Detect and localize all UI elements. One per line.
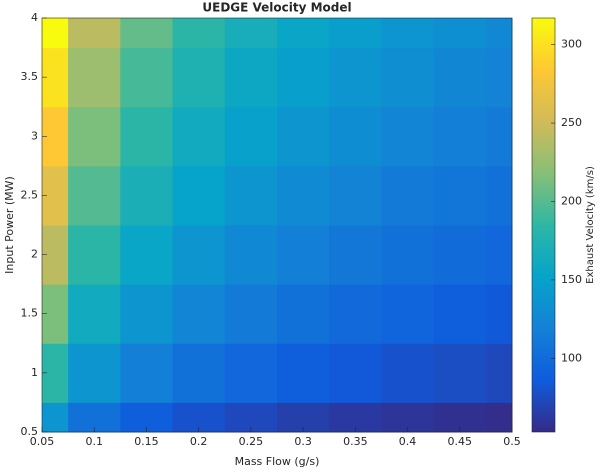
contour-cell [120,284,174,344]
x-tick-label: 0.3 [294,435,312,448]
colorbar-tick-label: 300 [561,38,582,51]
contour-cell [68,343,121,403]
contour-cell [485,18,513,49]
contour-cell [277,165,330,226]
contour-cell [68,284,121,344]
contour-cell [277,284,330,344]
y-axis-label: Input Power (MW) [3,176,16,274]
contour-cell [68,47,121,108]
contour-cell [433,165,487,226]
contour-cell [433,18,487,49]
contour-cell [381,225,435,285]
contour-cell [120,165,174,226]
x-tick-label: 0.35 [343,435,368,448]
colorbar-tick-label: 100 [561,351,582,364]
contour-cell [381,106,435,167]
contour-cell [172,47,226,108]
contour-cell [485,284,513,344]
contour-cell [120,106,174,167]
y-tick-label: 3 [31,129,38,142]
contour-cell [329,225,382,285]
colorbar-tick-label: 150 [561,273,582,286]
contour-cell [224,343,278,403]
contour-cell [485,165,513,226]
y-tick-label: 0.5 [21,425,39,438]
contour-cell [329,47,382,108]
contour-cell [277,47,330,108]
x-tick-label: 0.4 [399,435,417,448]
contour-cell [433,225,487,285]
contour-cell [381,343,435,403]
x-tick-label: 0.45 [448,435,473,448]
contour-cell [433,47,487,108]
contour-cell [224,165,278,226]
contour-cell [433,343,487,403]
contour-cell [224,225,278,285]
x-axis-label: Mass Flow (g/s) [235,455,320,468]
contour-cell [172,343,226,403]
x-tick-label: 0.25 [239,435,264,448]
contour-cell [329,106,382,167]
contour-cell [329,284,382,344]
contour-cell [172,18,226,49]
contour-cell [224,106,278,167]
contour-cell [381,18,435,49]
contour-cell [68,165,121,226]
y-tick-label: 1.5 [21,307,39,320]
contour-cell [172,106,226,167]
contour-cell [277,18,330,49]
contour-cell [224,47,278,108]
x-tick-label: 0.05 [30,435,55,448]
contour-cell [172,165,226,226]
contour-cell [329,343,382,403]
y-tick-label: 3.5 [21,70,39,83]
plot-frame [41,17,513,433]
contour-cell [68,106,121,167]
contour-cell [120,343,174,403]
x-tick-label: 0.1 [85,435,103,448]
contour-cell [277,106,330,167]
contour-cell [42,18,69,49]
contour-cell [277,225,330,285]
colorbar [531,17,556,433]
x-tick-label: 0.15 [134,435,159,448]
contour-cell [224,18,278,49]
contour-cell [224,284,278,344]
contour-cell [381,165,435,226]
contour-cell [381,284,435,344]
contour-cell [329,165,382,226]
contour-cell [485,225,513,285]
contour-cell [68,225,121,285]
colorbar-tick-label: 200 [561,194,582,207]
contour-cell [277,343,330,403]
contour-cell [68,18,121,49]
contour-cell [120,18,174,49]
contour-cell [120,47,174,108]
contour-cell [172,225,226,285]
contour-cell [485,47,513,108]
x-tick-label: 0.2 [190,435,208,448]
contour-cell [172,284,226,344]
y-tick-label: 2.5 [21,188,39,201]
contour-cell [120,225,174,285]
contour-cell [42,402,69,433]
colorbar-tick-label: 250 [561,116,582,129]
contour-cell [381,47,435,108]
contour-cell [485,106,513,167]
y-tick-label: 1 [31,366,38,379]
contour-cell [433,284,487,344]
contour-cell [433,106,487,167]
contour-cell [485,343,513,403]
contour-cell [329,18,382,49]
y-tick-label: 4 [31,11,38,24]
y-tick-label: 2 [31,248,38,261]
x-tick-label: 0.5 [503,435,521,448]
contour-cell [485,402,513,433]
chart-title: UEDGE Velocity Model [202,1,351,15]
colorbar-label: Exhaust Velocity (km/s) [585,166,596,284]
